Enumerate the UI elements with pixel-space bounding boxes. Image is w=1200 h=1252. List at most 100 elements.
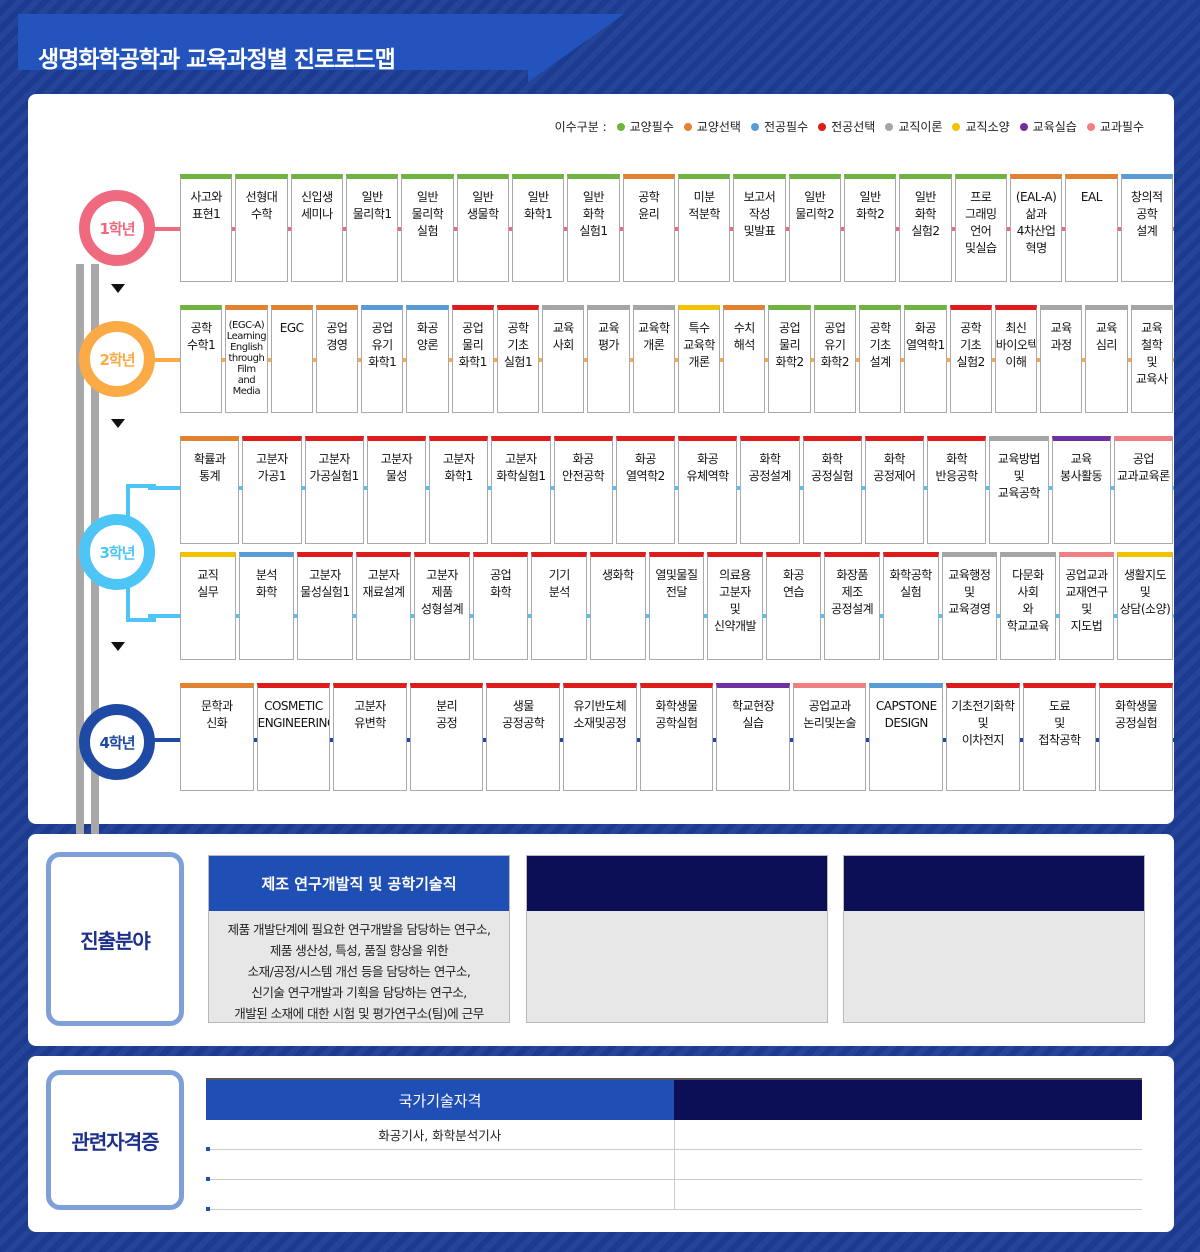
table-cell: 화공기사, 화학분석기사 [206,1120,675,1149]
course-box: 공학 수학1 [180,305,223,413]
course-box: 고분자 물성 [366,436,426,544]
course-box: 교육행정 및 교육경영 [941,552,998,660]
course-box: 생활지도 및 상담(소양) [1117,552,1173,660]
page-title: 생명화학공학과 교육과정별 진로로드맵 [38,47,396,73]
arrow-down-icon [111,419,125,428]
course-box: 다문화 사회 와 학교교육 [1000,552,1056,660]
career-card-body: 제품 개발단계에 필요한 연구개발을 담당하는 연구소, 제품 생산성, 특성,… [227,922,491,1021]
table-cell [675,1180,1143,1209]
legend-item-label: 전공필수 [763,120,809,134]
course-box: 고분자 제품 성형설계 [414,552,470,660]
course-box: 선형대 수학 [235,174,288,282]
year-1-label: 1학년 [99,219,135,238]
course-box: 공업 유기 화학2 [813,305,856,413]
course-box: (EGC-A) Learning English through Film an… [225,305,268,413]
legend-item-label: 교직소양 [965,120,1010,134]
legend-item-label: 교직이론 [898,120,943,134]
course-box: 고분자 가공실험1 [304,436,364,544]
course-box: 유기반도체 소재및공정 [563,683,637,791]
course-box: 화학생물 공학실험 [639,683,714,791]
cert-table-header: 국가기술자격 [206,1078,1142,1120]
course-box: 화학 공정실험 [802,436,862,544]
course-box: 생물 공정공학 [486,683,561,791]
legend-item: 교과필수 [1086,118,1144,135]
legend-item-label: 교육실습 [1032,120,1077,134]
title-tab [18,14,624,82]
table-row: 화공기사, 화학분석기사 [206,1120,1142,1151]
course-box: 미분 적분학 [677,174,731,282]
table-cell [206,1180,675,1209]
course-box: 화공 유체역학 [678,436,738,544]
legend-items: 교양필수 교양선택 전공필수 전공선택 교직이론 교직소양 교육실습 교과필수 [616,118,1144,135]
certs-label: 관련자격증 [71,1129,160,1154]
career-card-title [844,856,1144,911]
course-box: 열및물질 전달 [648,552,705,660]
course-box: EAL [1065,174,1118,282]
course-box: 화학 공정제어 [864,436,924,544]
legend-item: 전공선택 [818,118,875,135]
careers-panel: 진출분야 제조 연구개발직 및 공학기술직 제품 개발단계에 필요한 연구개발을… [28,834,1174,1046]
course-box: 화학 반응공학 [927,436,987,544]
course-box: 기초전기화학 및 이차전지 [946,683,1020,791]
course-box: 일반 화학 실험1 [567,174,620,282]
cert-header-other [674,1080,1142,1120]
year-2-label: 2학년 [99,350,135,369]
course-box: 고분자 가공1 [242,436,302,544]
course-box: 수치 해석 [723,305,766,413]
cert-table: 국가기술자격 화공기사, 화학분석기사 [206,1078,1143,1211]
year-4-label: 4학년 [99,733,135,752]
legend-item: 교직이론 [885,118,942,135]
legend-item: 교양선택 [683,118,741,135]
legend-item-label: 교양선택 [696,120,741,134]
course-box: 공학 기초 설계 [858,305,902,413]
course-box: 공업교과 교재연구 및 지도법 [1058,552,1115,660]
course-box: 학교현장 실습 [716,683,790,791]
career-card-body [844,911,1144,927]
year-3-course-row-b: 교직 실무 분석 화학 고분자 물성실험1 고분자 재료설계 고분자 제품 성형설계 공업… [180,552,1173,660]
legend-dot-icon [952,122,961,131]
course-box: 화장품 제조 공정설계 [824,552,880,660]
course-box: 도료 및 접착공학 [1022,683,1097,791]
course-box: 교육학 개론 [632,305,675,413]
certs-label-box: 관련자격증 [46,1070,184,1210]
course-box: 분석 화학 [238,552,295,660]
course-box: 고분자 재료설계 [355,552,412,660]
course-box: 고분자 화학1 [429,436,489,544]
course-box: COSMETIC ENGINEERING [256,683,331,791]
course-box: 교육 과정 [1040,305,1083,413]
roadmap-panel: 이수구분 : 교양필수 교양선택 전공필수 전공선택 교직이론 교직소양 교육실습 교과필수 … [28,94,1174,884]
timeline-rail-left [76,264,84,884]
career-card: 제조 연구개발직 및 공학기술직 제품 개발단계에 필요한 연구개발을 담당하는… [208,855,510,1023]
course-box: 고분자 물성실험1 [297,552,353,660]
year-3-course-row-a: 확률과 통계 고분자 가공1 고분자 가공실험1 고분자 물성 고분자 화학1 고분자 화… [180,436,1173,544]
course-box: 신입생 세미나 [290,174,343,282]
course-box: 화학생물 공정실험 [1099,683,1173,791]
course-box: 일반 물리학2 [788,174,841,282]
course-box: 일반 물리학 실험 [401,174,454,282]
legend-item: 전공필수 [750,118,809,135]
course-box: 일반 화학2 [843,174,897,282]
legend-dot-icon [818,122,827,131]
course-box: 화학 공정설계 [740,436,800,544]
arrow-down-icon [111,642,125,651]
course-box: 고분자 유변학 [333,683,407,791]
course-box: 화학공학 실험 [882,552,939,660]
course-box: 화공 열역학1 [904,305,947,413]
year-2-circle: 2학년 [79,321,155,397]
course-box: 일반 화학1 [511,174,565,282]
course-box: 공업 물리 화학2 [768,305,811,413]
year-4-course-row: 문학과 신화 COSMETIC ENGINEERING 고분자 유변학 분리 공정 생물… [180,683,1173,791]
course-box: 교육 평가 [587,305,630,413]
course-box: EGC [270,305,313,413]
year-2-course-row: 공학 수학1 (EGC-A) Learning English through F… [180,305,1173,413]
course-box: 교육 철학 및 교육사 [1130,305,1173,413]
course-box: 공업 경영 [315,305,359,413]
course-box: 문학과 신화 [180,683,254,791]
legend-item-label: 교양필수 [629,120,674,134]
legend-item-label: 전공선택 [831,120,876,134]
careers-label: 진출분야 [80,928,151,953]
legend: 이수구분 : 교양필수 교양선택 전공필수 전공선택 교직이론 교직소양 교육실습 교과필수 [555,118,1144,135]
course-box: 기기 분석 [531,552,588,660]
course-box: (EAL-A) 삶과 4차산업 혁명 [1009,174,1063,282]
course-box: 공업교과 논리및논술 [792,683,867,791]
